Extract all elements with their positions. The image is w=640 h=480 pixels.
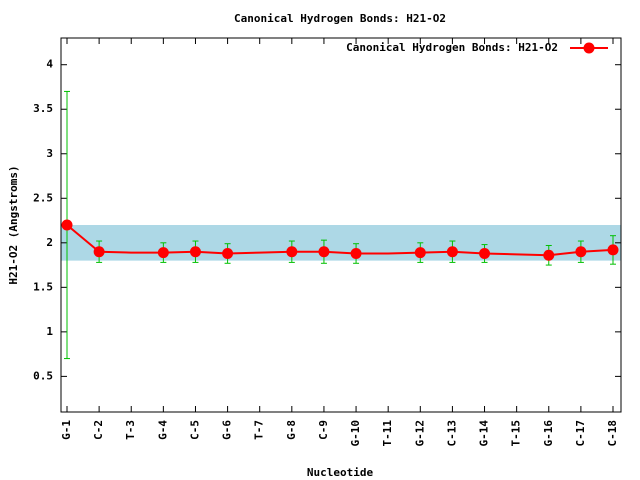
x-tick-label: G-6 xyxy=(221,420,234,440)
y-tick-label: 3.5 xyxy=(33,102,53,115)
y-tick-label: 0.5 xyxy=(33,369,53,382)
x-tick-label: G-12 xyxy=(413,420,426,447)
x-tick-label: C-2 xyxy=(92,420,105,440)
y-tick-label: 1 xyxy=(46,325,53,338)
data-point xyxy=(157,247,169,259)
x-tick-label: G-1 xyxy=(60,420,73,440)
data-point xyxy=(607,244,619,256)
y-tick-label: 4 xyxy=(46,58,53,71)
x-tick-label: T-15 xyxy=(510,420,523,447)
x-tick-label: G-14 xyxy=(478,420,491,447)
x-tick-label: G-8 xyxy=(285,420,298,440)
data-point xyxy=(479,247,491,259)
y-tick-label: 2 xyxy=(46,236,53,249)
data-point xyxy=(543,249,555,261)
x-tick-label: C-18 xyxy=(606,420,619,447)
x-tick-label: T-3 xyxy=(124,420,137,440)
x-tick-label: G-16 xyxy=(542,420,555,447)
x-tick-label: C-17 xyxy=(574,420,587,447)
x-tick-label: G-10 xyxy=(349,420,362,447)
data-point xyxy=(446,246,458,258)
chart-title: Canonical Hydrogen Bonds: H21-O2 xyxy=(234,12,446,25)
x-tick-label: C-5 xyxy=(188,420,201,440)
x-tick-label: T-7 xyxy=(253,420,266,440)
legend-marker xyxy=(583,42,595,54)
x-tick-label: C-13 xyxy=(445,420,458,447)
x-axis-label: Nucleotide xyxy=(307,466,374,479)
y-axis-label: H21-O2 (Angstroms) xyxy=(7,165,20,284)
x-tick-label: G-4 xyxy=(156,420,169,440)
data-point xyxy=(61,219,73,231)
data-point xyxy=(286,246,298,258)
y-tick-label: 1.5 xyxy=(33,280,53,293)
x-tick-label: C-9 xyxy=(317,420,330,440)
data-point xyxy=(318,246,330,258)
data-point xyxy=(93,246,105,258)
x-tick-label: T-11 xyxy=(381,420,394,447)
data-point xyxy=(222,247,234,259)
data-point xyxy=(189,246,201,258)
data-point xyxy=(575,246,587,258)
data-point xyxy=(350,247,362,259)
data-point xyxy=(414,247,426,259)
y-tick-label: 2.5 xyxy=(33,191,53,204)
legend-label: Canonical Hydrogen Bonds: H21-O2 xyxy=(346,41,558,54)
plot-frame xyxy=(60,37,622,413)
y-tick-label: 3 xyxy=(46,147,53,160)
